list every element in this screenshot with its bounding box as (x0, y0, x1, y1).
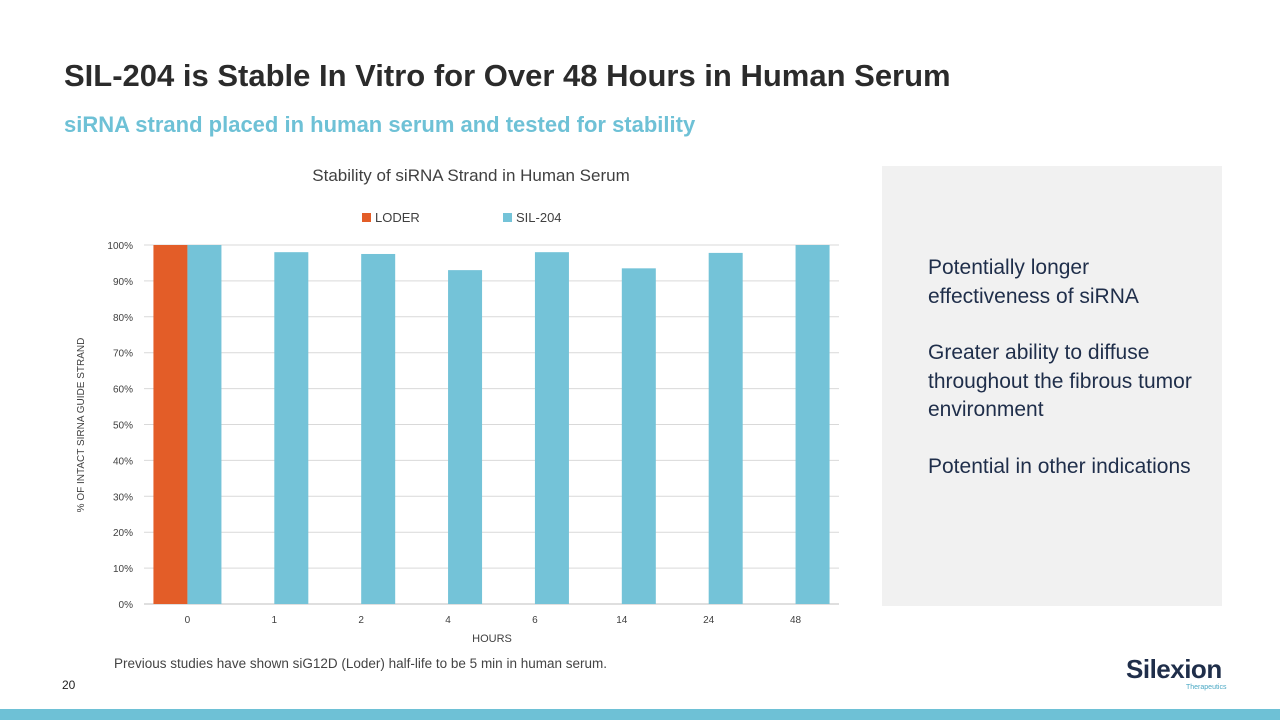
chart-legend: LODER SIL-204 (362, 210, 562, 225)
y-axis-ticks: 0% 10% 20% 30% 40% 50% 60% 70% 80% 90% 100% (107, 241, 133, 611)
bar-sil-204-4h (448, 270, 483, 604)
y-tick-label: 50% (113, 421, 133, 432)
bar-sil-204-24h (708, 252, 743, 604)
silexion-logo: Silexion Therapeutics (1126, 654, 1226, 694)
chart-bars (153, 245, 830, 604)
bottom-accent-band (0, 709, 1280, 720)
y-tick-label: 60% (113, 385, 133, 396)
x-tick-label: 1 (272, 615, 278, 626)
key-point: Greater ability to diffuse throughout th… (928, 341, 1192, 421)
legend-label-loder: LODER (375, 210, 420, 225)
footnote: Previous studies have shown siG12D (Lode… (114, 656, 607, 671)
y-tick-label: 30% (113, 492, 133, 503)
logo-wordmark: Silexion (1126, 654, 1222, 684)
bar-sil-204-2h (361, 253, 396, 604)
key-point: Potentially longer effectiveness of siRN… (928, 256, 1139, 308)
stability-bar-chart: Stability of siRNA Strand in Human Serum… (76, 166, 839, 645)
key-point: Potential in other indications (928, 454, 1191, 478)
x-tick-label: 2 (358, 615, 364, 626)
bar-sil-204-6h (534, 252, 569, 604)
x-tick-label: 6 (532, 615, 538, 626)
y-tick-label: 20% (113, 528, 133, 539)
x-tick-label: 24 (703, 615, 715, 626)
bar-sil-204-0h (187, 245, 222, 604)
y-tick-label: 0% (119, 600, 134, 611)
logo-tagline: Therapeutics (1186, 684, 1227, 691)
bar-sil-204-14h (621, 268, 656, 604)
key-points-panel: Potentially longer effectiveness of siRN… (882, 166, 1222, 606)
y-tick-label: 90% (113, 277, 133, 288)
y-axis-label: % OF INTACT SIRNA GUIDE STRAND (76, 338, 87, 513)
y-tick-label: 80% (113, 313, 133, 324)
x-tick-label: 14 (616, 615, 628, 626)
legend-swatch-loder (362, 213, 371, 222)
bar-sil-204-1h (274, 252, 309, 604)
slide-subtitle: siRNA strand placed in human serum and t… (64, 112, 696, 137)
x-axis-label: HOURS (472, 633, 512, 645)
x-tick-label: 48 (790, 615, 802, 626)
y-tick-label: 10% (113, 564, 133, 575)
legend-label-sil-204: SIL-204 (516, 210, 562, 225)
y-tick-label: 100% (107, 241, 133, 252)
x-axis-ticks: 0 1 2 4 6 14 24 48 (185, 615, 802, 626)
chart-title: Stability of siRNA Strand in Human Serum (312, 166, 629, 185)
bar-loder-0h (153, 245, 188, 604)
y-tick-label: 70% (113, 349, 133, 360)
bar-sil-204-48h (795, 245, 830, 604)
y-tick-label: 40% (113, 456, 133, 467)
key-points-list: Potentially longer effectiveness of siRN… (928, 254, 1208, 509)
page-number: 20 (62, 678, 76, 692)
x-tick-label: 4 (445, 615, 451, 626)
x-tick-label: 0 (185, 615, 191, 626)
legend-swatch-sil-204 (503, 213, 512, 222)
slide-title: SIL-204 is Stable In Vitro for Over 48 H… (64, 58, 951, 93)
